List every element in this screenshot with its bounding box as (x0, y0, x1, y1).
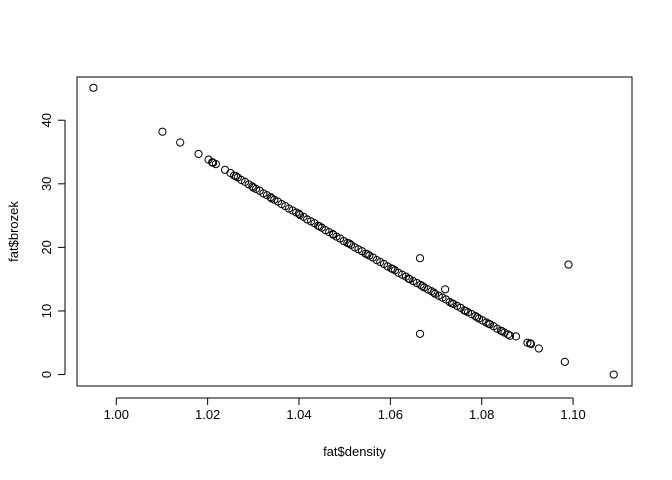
data-point (267, 194, 276, 203)
data-point (415, 329, 425, 338)
data-point (564, 260, 573, 269)
data-point (498, 327, 507, 336)
x-tick-label: 1.00 (104, 407, 129, 422)
data-point (329, 230, 338, 239)
data-point (249, 183, 258, 192)
plot-box (76, 76, 633, 387)
data-point (461, 306, 470, 316)
x-tick-label: 1.06 (378, 407, 403, 422)
data-point (363, 250, 372, 259)
data-point (345, 239, 354, 248)
data-point (220, 165, 230, 174)
y-axis: 0 10 20 30 40 (39, 113, 66, 378)
x-axis: 1.00 1.02 1.04 1.06 1.08 1.10 (104, 397, 586, 422)
data-point (429, 288, 438, 297)
data-point (415, 254, 425, 263)
x-tick-label: 1.04 (286, 407, 311, 422)
data-point (473, 313, 482, 322)
data-point (176, 138, 185, 147)
data-point (388, 264, 397, 274)
y-tick-label: 30 (39, 177, 54, 191)
data-point (505, 331, 515, 340)
data-point (447, 299, 457, 308)
y-axis-title: fat$brozek (6, 201, 21, 262)
y-tick-label: 20 (39, 240, 54, 254)
y-tick-label: 10 (39, 304, 54, 318)
data-point (484, 319, 493, 328)
data-point (534, 344, 543, 353)
x-tick-label: 1.02 (195, 407, 220, 422)
data-point (315, 222, 324, 231)
y-tick-label: 40 (39, 113, 54, 127)
data-point (526, 339, 536, 349)
data-point (418, 282, 427, 291)
x-tick-label: 1.08 (469, 407, 494, 422)
data-point (441, 285, 450, 294)
data-point (231, 172, 241, 181)
data-point (209, 158, 218, 167)
x-axis-title: fat$density (323, 444, 386, 459)
data-point (194, 149, 203, 159)
data-point (526, 339, 535, 348)
data-point (560, 357, 569, 366)
data-point (609, 370, 618, 379)
data-point (89, 83, 98, 92)
data-point (294, 209, 304, 218)
data-points (89, 83, 618, 379)
data-point (511, 332, 521, 341)
data-point (158, 127, 167, 136)
x-tick-label: 1.10 (560, 407, 585, 422)
y-tick-label: 0 (39, 371, 54, 378)
data-point (404, 274, 413, 283)
